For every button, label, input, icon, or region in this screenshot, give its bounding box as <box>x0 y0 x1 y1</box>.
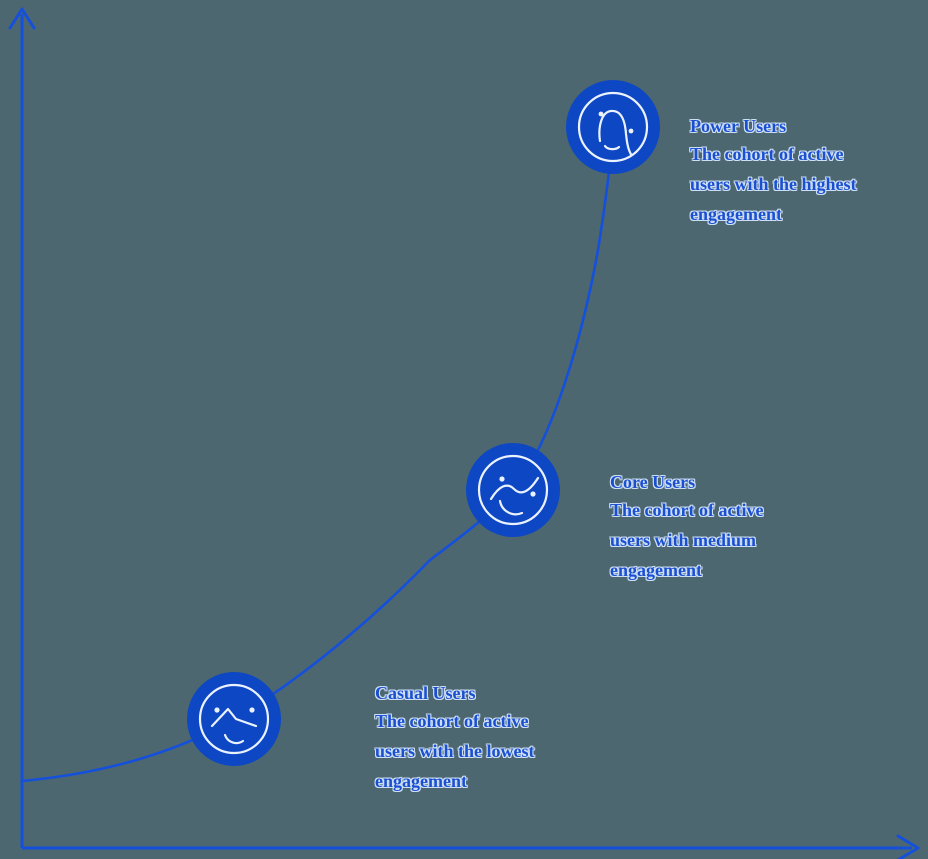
casual-users-description-line-1: The cohort of active <box>375 711 529 731</box>
axes-group <box>8 7 920 859</box>
power-user-face-icon <box>577 91 649 163</box>
casual-users-title: Casual Users <box>375 683 476 703</box>
casual-users-description: The cohort of active users with the lowe… <box>375 706 590 796</box>
core-users-description-line-2: users with medium <box>610 530 757 550</box>
power-users-title: Power Users <box>690 116 787 136</box>
annotation-casual-users: Casual Users The cohort of active users … <box>375 682 590 796</box>
horizontal-axis-arrow-icon <box>896 834 920 859</box>
vertical-axis-arrow-icon <box>8 7 36 30</box>
power-users-description-line-2: users with the highest <box>690 174 857 194</box>
core-user-face-icon <box>477 454 549 526</box>
node-core-users[interactable] <box>466 443 560 537</box>
power-users-description: The cohort of active users with the high… <box>690 139 922 229</box>
casual-user-face-icon <box>198 683 270 755</box>
horizontal-axis <box>22 834 920 859</box>
annotation-power-users: Power Users The cohort of active users w… <box>690 115 922 229</box>
node-power-users[interactable] <box>566 80 660 174</box>
core-users-description: The cohort of active users with medium e… <box>610 495 825 585</box>
power-users-description-line-3: engagement <box>690 204 782 224</box>
casual-users-description-line-2: users with the lowest <box>375 741 535 761</box>
core-users-description-line-1: The cohort of active <box>610 500 764 520</box>
core-users-description-line-3: engagement <box>610 560 702 580</box>
vertical-axis <box>8 7 36 848</box>
power-users-description-line-1: The cohort of active <box>690 144 844 164</box>
casual-users-description-line-3: engagement <box>375 771 467 791</box>
node-casual-users[interactable] <box>187 672 281 766</box>
core-users-title: Core Users <box>610 472 696 492</box>
annotation-core-users: Core Users The cohort of active users wi… <box>610 471 825 585</box>
